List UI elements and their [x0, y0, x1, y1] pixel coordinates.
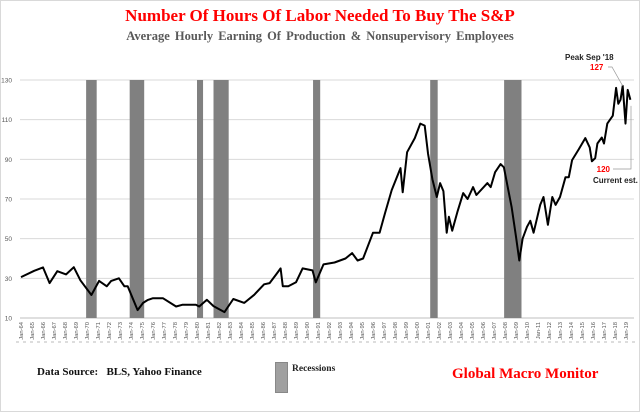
x-tick-label: Jan-05: [470, 322, 476, 340]
x-tick-label: Jan-84: [239, 321, 245, 340]
x-tick-label: Jan-15: [580, 322, 586, 340]
x-tick-label: Jan-91: [316, 322, 322, 340]
x-tick-label: Jan-86: [261, 322, 267, 340]
x-tick-label: Jan-00: [415, 322, 421, 340]
recession-bar: [129, 80, 145, 318]
x-tick-label: Jan-73: [118, 322, 124, 340]
x-tick-label: Jan-14: [569, 321, 575, 340]
x-tick-label: Jan-71: [96, 322, 102, 340]
annotation-current-leader: [613, 105, 632, 170]
x-tick-label: Jan-18: [613, 322, 619, 340]
y-tick-label: 30: [5, 276, 13, 283]
x-tick-label: Jan-90: [305, 322, 311, 340]
recession-bar: [504, 80, 522, 318]
x-tick-label: Jan-75: [140, 322, 146, 340]
x-tick-label: Jan-68: [63, 322, 69, 340]
series-line: [20, 84, 632, 314]
x-tick-label: Jan-19: [624, 322, 630, 340]
x-tick-label: Jan-94: [349, 321, 355, 340]
chart-subtitle: Average Hourly Earning Of Production & N…: [126, 29, 514, 43]
x-tick-label: Jan-04: [459, 321, 465, 340]
x-tick-label: Jan-81: [206, 322, 212, 340]
annotation-peak-label: Peak Sep '18: [565, 53, 614, 62]
x-tick-label: Jan-95: [360, 322, 366, 340]
recession-bar: [430, 80, 438, 318]
x-tick-label: Jan-79: [184, 322, 190, 340]
y-tick-label: 50: [5, 236, 13, 243]
x-tick-label: Jan-67: [52, 322, 58, 340]
legend-recession-swatch: [275, 362, 288, 393]
x-tick-label: Jan-76: [151, 322, 157, 340]
x-tick-label: Jan-80: [195, 322, 201, 340]
x-tick-label: Jan-70: [85, 322, 91, 340]
x-tick-label: Jan-92: [327, 322, 333, 340]
x-tick-label: Jan-65: [30, 322, 36, 340]
recession-bar: [197, 80, 204, 318]
x-tick-label: Jan-03: [448, 322, 454, 340]
x-tick-label: Jan-72: [107, 322, 113, 340]
annotation-current-label: Current est.: [593, 176, 638, 185]
x-tick-label: Jan-07: [492, 322, 498, 340]
recession-bar: [86, 80, 97, 318]
x-tick-label: Jan-74: [129, 321, 135, 340]
annotation-peak-value: 127: [590, 63, 604, 72]
x-tick-label: Jan-85: [250, 322, 256, 340]
legend-label-recessions: Recessions: [292, 364, 336, 374]
x-tick-label: Jan-93: [338, 322, 344, 340]
y-tick-label: 70: [5, 197, 13, 204]
brand-label: Global Macro Monitor: [452, 366, 599, 382]
x-tick-label: Jan-11: [536, 322, 542, 339]
x-tick-label: Jan-96: [371, 322, 377, 340]
data-source: Data Source: BLS, Yahoo Finance: [37, 366, 202, 378]
y-tick-label: 110: [2, 117, 13, 124]
x-tick-label: Jan-83: [228, 322, 234, 340]
annotation-peak-leader: [608, 66, 624, 87]
x-tick-label: Jan-77: [162, 322, 168, 340]
annotation-current-value: 120: [597, 165, 611, 174]
x-tick-label: Jan-06: [481, 322, 487, 340]
y-tick-label: 10: [5, 316, 13, 323]
x-tick-label: Jan-16: [591, 322, 597, 340]
x-tick-label: Jan-17: [602, 322, 608, 340]
y-tick-label: 130: [1, 78, 12, 85]
x-tick-label: Jan-69: [74, 322, 80, 340]
x-tick-label: Jan-99: [404, 322, 410, 340]
x-tick-label: Jan-12: [547, 322, 553, 340]
x-tick-label: Jan-66: [41, 322, 47, 340]
x-tick-label: Jan-89: [294, 322, 300, 340]
x-tick-label: Jan-09: [514, 322, 520, 340]
recession-bar: [313, 80, 321, 318]
x-tick-label: Jan-02: [437, 322, 443, 340]
x-tick-label: Jan-97: [382, 322, 388, 340]
chart-title: Number Of Hours Of Labor Needed To Buy T…: [125, 6, 515, 25]
x-tick-label: Jan-82: [217, 322, 223, 340]
x-tick-label: Jan-01: [426, 322, 432, 340]
x-tick-label: Jan-13: [558, 322, 564, 340]
x-tick-label: Jan-10: [525, 322, 531, 340]
y-tick-label: 90: [5, 157, 13, 164]
x-tick-label: Jan-87: [272, 322, 278, 340]
x-tick-label: Jan-78: [173, 322, 179, 340]
x-tick-label: Jan-88: [283, 322, 289, 340]
x-tick-label: Jan-98: [393, 322, 399, 340]
recession-bar: [213, 80, 229, 318]
x-tick-label: Jan-08: [503, 322, 509, 340]
x-tick-label: Jan-64: [19, 321, 25, 340]
